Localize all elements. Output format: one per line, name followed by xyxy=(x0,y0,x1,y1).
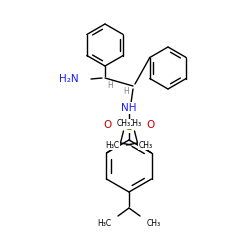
Text: CH₃: CH₃ xyxy=(138,140,152,149)
Text: O: O xyxy=(104,120,112,130)
Text: NH: NH xyxy=(121,103,137,113)
Text: H₃C: H₃C xyxy=(106,140,120,149)
Text: H₂N: H₂N xyxy=(60,74,79,84)
Text: CH₃: CH₃ xyxy=(147,218,161,228)
Text: O: O xyxy=(146,120,154,130)
Text: S: S xyxy=(125,120,133,132)
Text: CH₃: CH₃ xyxy=(116,120,130,128)
Text: H: H xyxy=(107,80,113,90)
Text: H: H xyxy=(123,88,129,96)
Text: H₃C: H₃C xyxy=(97,218,111,228)
Text: CH₃: CH₃ xyxy=(128,120,141,128)
